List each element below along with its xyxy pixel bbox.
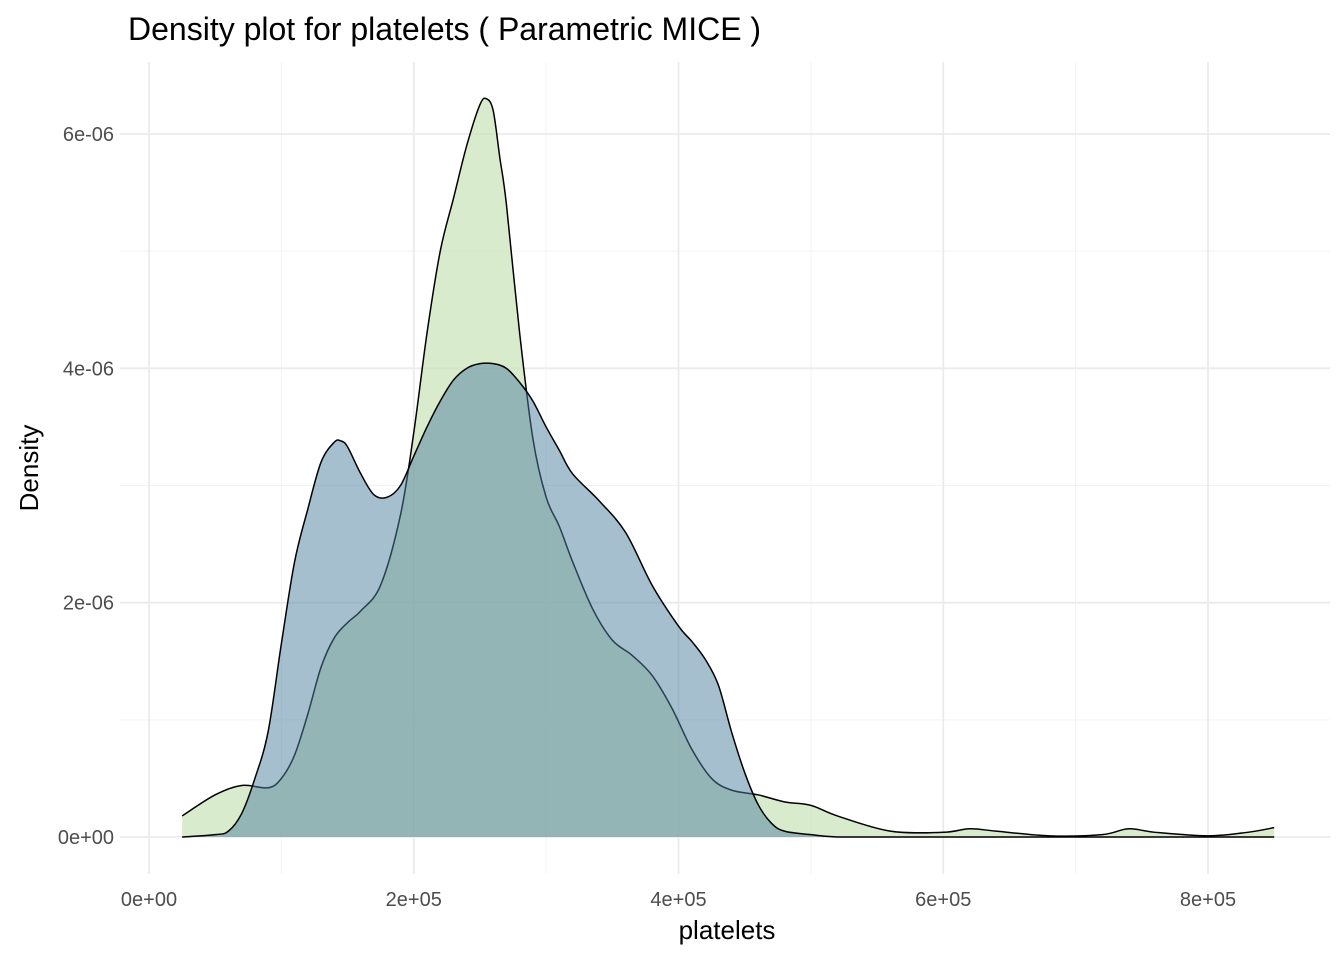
y-axis-title: Density [14, 425, 44, 512]
x-tick-label: 0e+00 [121, 889, 177, 911]
x-tick-labels: 0e+00 2e+05 4e+05 6e+05 8e+05 [121, 889, 1236, 911]
density-areas [181, 97, 1275, 838]
density-line-2 [182, 362, 1275, 838]
x-tick-label: 2e+05 [386, 889, 442, 911]
x-tick-label: 4e+05 [650, 889, 706, 911]
chart-title: Density plot for platelets ( Parametric … [128, 11, 761, 47]
density-area-2 [182, 363, 1275, 837]
x-tick-label: 6e+05 [915, 889, 971, 911]
y-tick-labels: 0e+00 2e-06 4e-06 6e-06 [58, 124, 114, 849]
y-tick-label: 2e-06 [63, 593, 114, 615]
x-tick-label: 8e+05 [1180, 889, 1236, 911]
y-tick-label: 0e+00 [58, 827, 114, 849]
x-axis-title: platelets [679, 915, 776, 945]
y-tick-label: 4e-06 [63, 358, 114, 380]
y-tick-label: 6e-06 [63, 124, 114, 146]
